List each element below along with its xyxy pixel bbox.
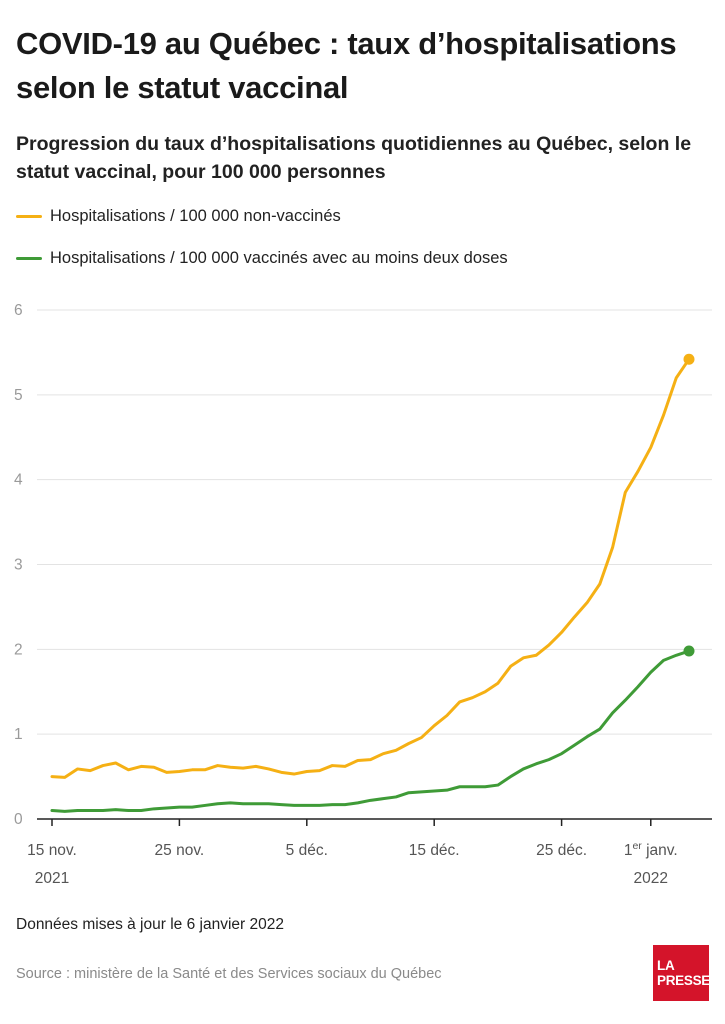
x-tick-label-4: 25 déc. — [536, 842, 587, 859]
y-tick-label-0: 0 — [14, 811, 23, 828]
line-chart: 0 1 2 3 4 5 6 15 nov. 2021 25 nov. 5 déc. 15 déc. 25… — [14, 302, 712, 887]
legend-item-unvaccinated: Hospitalisations / 100 000 non-vaccinés — [16, 204, 508, 228]
legend-item-vaccinated: Hospitalisations / 100 000 vaccinés avec… — [16, 246, 508, 270]
y-tick-label-5: 5 — [14, 387, 23, 404]
chart-title: COVID-19 au Québec : taux d’hospitalisat… — [16, 26, 677, 105]
y-tick-label-4: 4 — [14, 472, 23, 489]
series-end-point-1 — [683, 645, 695, 657]
x-tick-label-3: 15 déc. — [409, 842, 460, 859]
y-tick-label-6: 6 — [14, 302, 23, 319]
y-tick-label-3: 3 — [14, 557, 23, 574]
legend-swatch-unvaccinated — [16, 214, 42, 218]
source-note: Source : ministère de la Santé et des Se… — [16, 966, 442, 982]
update-note: Données mises à jour le 6 janvier 2022 — [16, 916, 284, 933]
x-tick-year-5: 2022 — [634, 870, 668, 887]
chart-subtitle: Progression du taux d’hospitalisations q… — [16, 133, 692, 183]
series-end-point-0 — [683, 353, 695, 365]
x-tick-label-1: 25 nov. — [155, 842, 205, 859]
logo-line-2: PRESSE — [657, 973, 710, 988]
x-tick-label-2: 5 déc. — [286, 842, 328, 859]
x-tick-year-0: 2021 — [35, 870, 69, 887]
legend-swatch-vaccinated — [16, 256, 42, 260]
x-tick-label-0: 15 nov. — [27, 842, 77, 859]
y-tick-label-2: 2 — [14, 641, 23, 658]
legend-label-vaccinated: Hospitalisations / 100 000 vaccinés avec… — [50, 248, 508, 267]
x-tick-label-5: 1er janv. — [624, 840, 678, 859]
legend-label-unvaccinated: Hospitalisations / 100 000 non-vaccinés — [50, 206, 341, 225]
la-presse-logo[interactable]: LA PRESSE — [653, 945, 710, 1001]
y-tick-label-1: 1 — [14, 726, 23, 743]
logo-line-1: LA — [657, 958, 675, 973]
series-line-0 — [50, 357, 691, 779]
series-line-1 — [50, 649, 691, 813]
legend: Hospitalisations / 100 000 non-vaccinés … — [16, 204, 508, 288]
